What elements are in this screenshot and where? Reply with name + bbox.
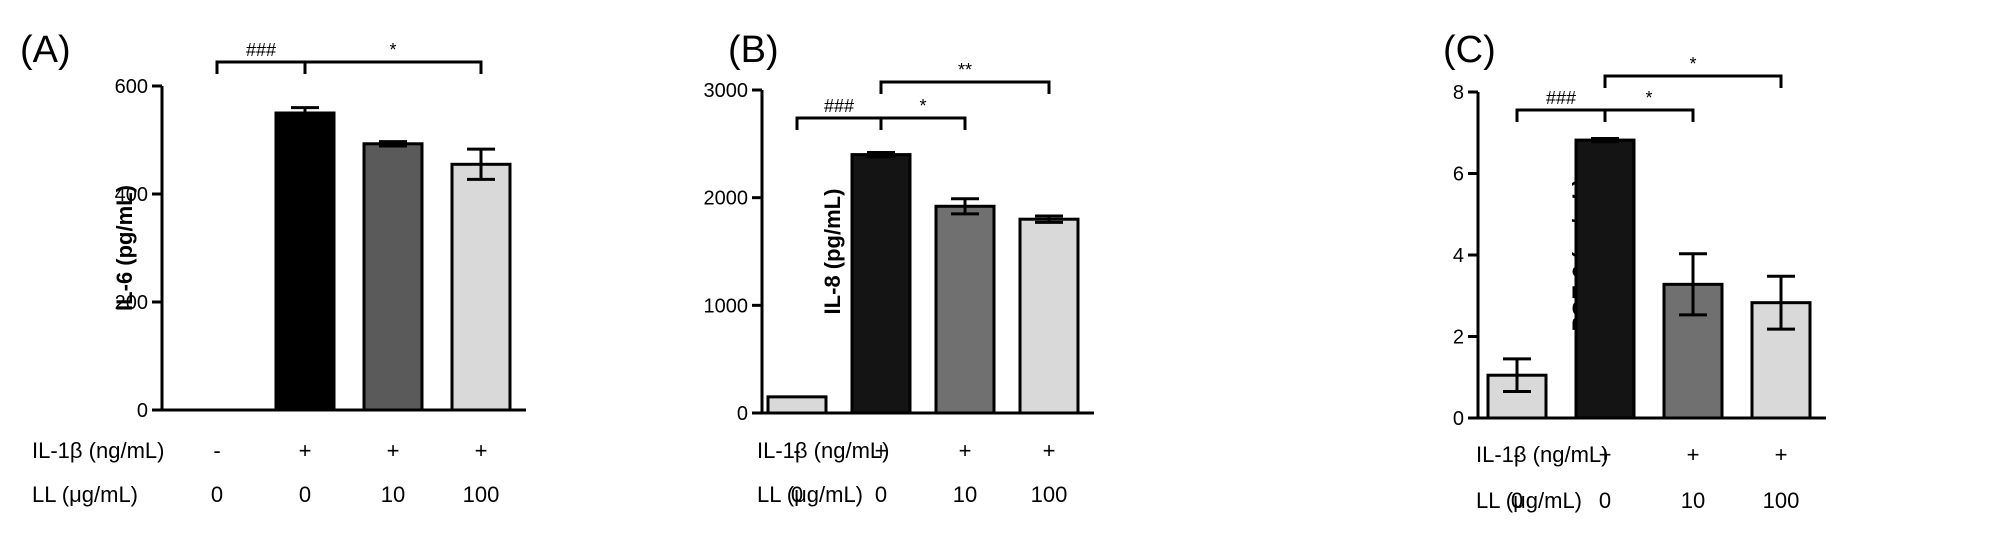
condition-row-label: IL-1β (ng/mL) xyxy=(32,438,164,463)
y-tick-label: 2 xyxy=(1453,327,1464,349)
condition-value: 0 xyxy=(211,482,223,507)
y-tick-label: 6 xyxy=(1453,164,1464,186)
condition-value: + xyxy=(299,438,312,463)
condition-value: + xyxy=(1599,442,1612,467)
significance-label: ### xyxy=(1546,88,1576,108)
y-axis-title: IL-8 (pg/mL) xyxy=(820,189,845,315)
y-tick-label: 1000 xyxy=(704,295,749,317)
bar xyxy=(450,162,512,412)
significance-label: * xyxy=(1689,54,1696,74)
bar xyxy=(850,153,912,415)
condition-value: 0 xyxy=(1511,488,1523,513)
condition-value: - xyxy=(793,438,800,463)
condition-value: + xyxy=(959,438,972,463)
y-tick-label: 400 xyxy=(115,184,148,206)
condition-row-label: LL (μg/mL) xyxy=(1476,488,1582,513)
condition-value: + xyxy=(1043,438,1056,463)
condition-value: 10 xyxy=(1681,488,1705,513)
condition-row-label: IL-1β (ng/mL) xyxy=(1476,442,1608,467)
bar xyxy=(1018,217,1080,415)
significance-bracket xyxy=(795,116,883,130)
significance-bracket xyxy=(1603,108,1695,122)
significance-bracket xyxy=(879,116,967,130)
significance-label: * xyxy=(1645,88,1652,108)
condition-value: 100 xyxy=(1763,488,1800,513)
significance-label: ** xyxy=(958,60,972,80)
significance-bracket xyxy=(1515,108,1607,122)
bar xyxy=(766,395,828,415)
panel-label: (B) xyxy=(728,29,779,71)
bar xyxy=(362,142,424,412)
condition-value: + xyxy=(387,438,400,463)
y-tick-label: 0 xyxy=(737,403,748,425)
significance-bracket xyxy=(303,60,483,74)
condition-value: + xyxy=(1687,442,1700,467)
bar xyxy=(934,204,996,415)
significance-label: * xyxy=(919,96,926,116)
y-tick-label: 3000 xyxy=(704,80,749,102)
condition-value: - xyxy=(213,438,220,463)
condition-value: + xyxy=(875,438,888,463)
significance-label: * xyxy=(389,40,396,60)
condition-value: 0 xyxy=(299,482,311,507)
significance-label: ### xyxy=(824,96,854,116)
significance-bracket xyxy=(215,60,307,74)
condition-row-label: LL (μg/mL) xyxy=(757,482,863,507)
condition-row-label: LL (μg/mL) xyxy=(32,482,138,507)
panel-a: (A) IL-6 (pg/mL) 0 200 400 600 ### * IL-1β (ng/m… xyxy=(20,29,526,507)
significance-bracket xyxy=(1603,74,1783,88)
condition-value: 10 xyxy=(953,482,977,507)
condition-value: 100 xyxy=(1031,482,1068,507)
condition-value: + xyxy=(1775,442,1788,467)
condition-value: 0 xyxy=(875,482,887,507)
panel-label: (C) xyxy=(1443,29,1496,71)
y-tick-label: 200 xyxy=(115,292,148,314)
significance-bracket xyxy=(879,80,1051,94)
y-axis-title: IL-6 (pg/mL) xyxy=(112,185,137,311)
panel-label: (A) xyxy=(20,29,71,71)
y-tick-label: 0 xyxy=(137,400,148,422)
y-tick-label: 4 xyxy=(1453,245,1464,267)
condition-value: 0 xyxy=(791,482,803,507)
y-tick-label: 2000 xyxy=(704,188,749,210)
y-tick-label: 8 xyxy=(1453,82,1464,104)
bar xyxy=(274,111,336,412)
condition-row-label: IL-1β (ng/mL) xyxy=(757,438,889,463)
y-tick-label: 0 xyxy=(1453,408,1464,430)
condition-value: - xyxy=(1513,442,1520,467)
condition-value: 100 xyxy=(463,482,500,507)
y-tick-label: 600 xyxy=(115,76,148,98)
significance-label: ### xyxy=(246,40,276,60)
condition-value: 10 xyxy=(381,482,405,507)
condition-value: 0 xyxy=(1599,488,1611,513)
bar xyxy=(1574,138,1636,420)
condition-value: + xyxy=(475,438,488,463)
